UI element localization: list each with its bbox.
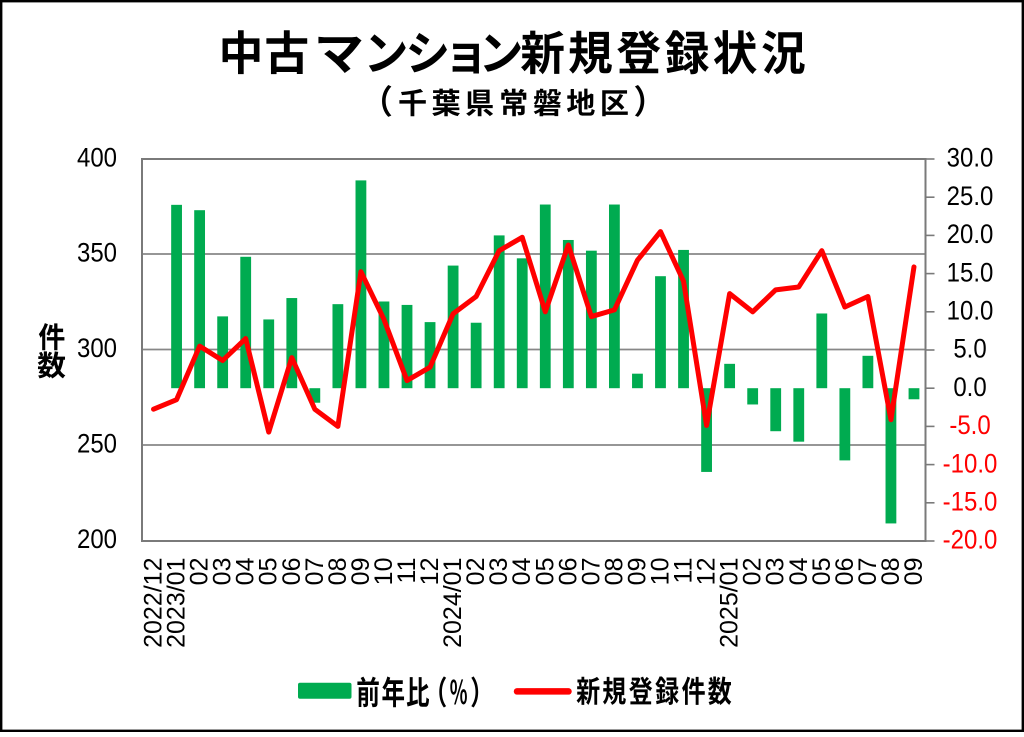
svg-text:2022/12: 2022/12 [140,558,168,648]
svg-text:06: 06 [831,558,859,586]
svg-text:02: 02 [739,558,767,586]
svg-text:05: 05 [255,558,283,586]
svg-text:07: 07 [301,558,329,586]
svg-text:2024/01: 2024/01 [439,558,467,648]
svg-text:04: 04 [232,557,260,585]
svg-text:03: 03 [762,558,790,586]
svg-text:09: 09 [900,558,928,586]
svg-text:07: 07 [854,558,882,586]
svg-text:06: 06 [278,558,306,586]
svg-text:-5.0: -5.0 [949,411,990,441]
svg-text:200: 200 [77,525,117,555]
svg-text:05: 05 [808,558,836,586]
svg-text:08: 08 [324,558,352,586]
svg-text:11: 11 [670,558,698,584]
svg-text:2023/01: 2023/01 [163,558,191,648]
svg-text:07: 07 [577,558,605,586]
svg-text:08: 08 [600,558,628,586]
svg-text:04: 04 [508,557,536,585]
svg-text:10.0: 10.0 [947,296,994,326]
svg-text:15.0: 15.0 [947,258,994,288]
svg-text:06: 06 [554,558,582,586]
svg-text:09: 09 [347,558,375,586]
svg-text:400: 400 [77,143,117,173]
svg-text:350: 350 [77,238,117,268]
svg-text:03: 03 [209,558,237,586]
svg-text:250: 250 [77,429,117,459]
svg-text:02: 02 [186,558,214,586]
svg-text:08: 08 [877,558,905,586]
svg-text:10: 10 [646,558,674,586]
svg-text:5.0: 5.0 [953,334,986,364]
svg-text:-20.0: -20.0 [943,525,998,555]
svg-text:10: 10 [370,558,398,586]
svg-text:300: 300 [77,334,117,364]
svg-text:25.0: 25.0 [947,182,994,212]
svg-text:03: 03 [485,558,513,586]
svg-text:30.0: 30.0 [947,143,994,173]
svg-text:-10.0: -10.0 [943,449,998,479]
svg-text:20.0: 20.0 [947,220,994,250]
svg-text:12: 12 [693,558,721,586]
svg-text:05: 05 [531,558,559,586]
svg-text:2025/01: 2025/01 [716,558,744,648]
svg-text:11: 11 [393,558,421,584]
svg-text:-15.0: -15.0 [943,487,998,517]
svg-text:09: 09 [623,558,651,586]
svg-text:04: 04 [785,557,813,585]
svg-text:02: 02 [462,558,490,586]
svg-text:12: 12 [416,558,444,586]
svg-text:0.0: 0.0 [953,373,986,403]
